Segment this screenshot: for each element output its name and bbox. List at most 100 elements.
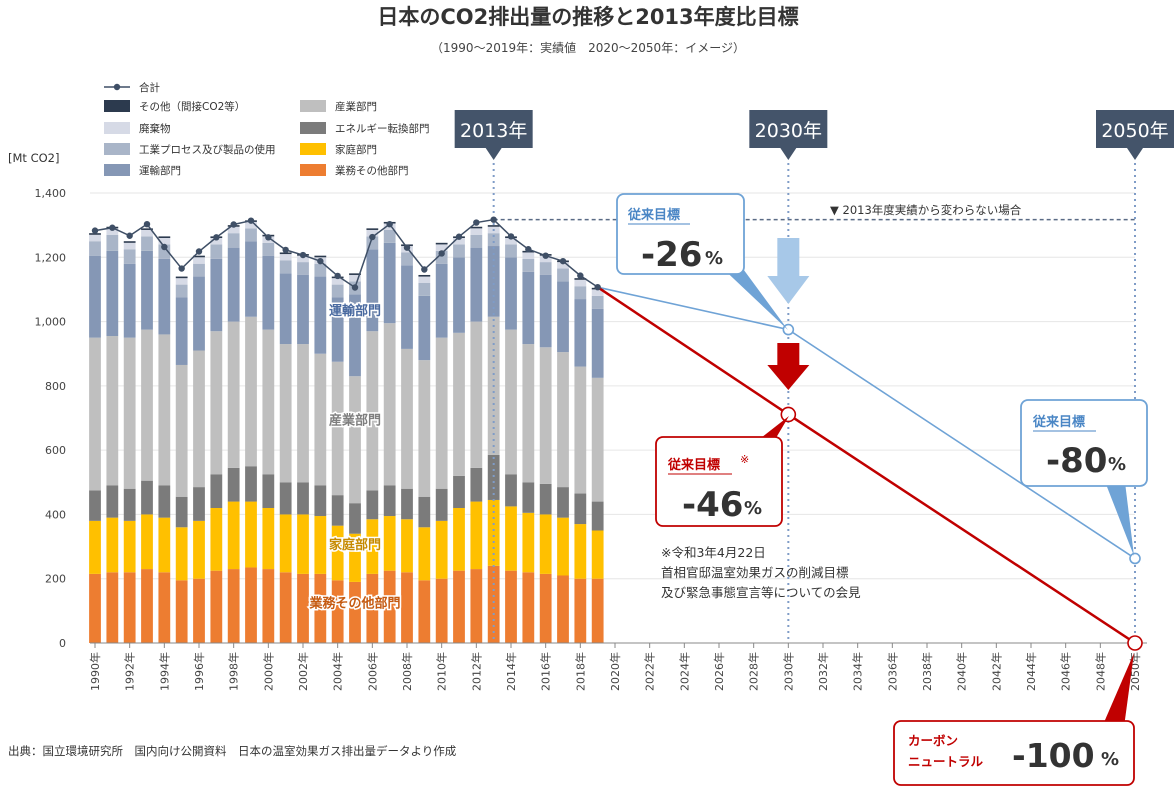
bar-segment <box>227 501 240 570</box>
bar-segment <box>193 350 205 488</box>
bar-segment <box>89 241 101 256</box>
bar-segment <box>591 295 604 309</box>
bar-segment <box>366 228 379 230</box>
bar-segment <box>591 530 604 579</box>
bar-segment <box>89 490 101 521</box>
bar-segment <box>401 252 413 266</box>
x-tick-label: 2038年 <box>920 652 934 691</box>
bar-segment <box>383 229 396 243</box>
bar-segment <box>175 580 188 643</box>
bar-segment <box>435 250 448 264</box>
bar-segment <box>401 572 413 643</box>
bar-segment <box>89 234 101 242</box>
bar-segment <box>539 483 552 515</box>
bar-segment <box>453 244 465 258</box>
legend-swatch <box>300 164 326 176</box>
bar-segment <box>193 578 205 643</box>
bar-segment <box>227 226 240 234</box>
bar-segment <box>210 244 223 259</box>
bar-segment <box>279 572 292 643</box>
callout-title: 従来目標 <box>1032 414 1085 430</box>
bar-segment <box>349 503 361 534</box>
bar-segment <box>557 268 569 282</box>
bar-segment <box>383 485 396 517</box>
bar-segment <box>435 244 448 251</box>
chart-title: 日本のCO2排出量の推移と2013年度比目標 <box>377 5 798 29</box>
bar-segment <box>470 501 483 570</box>
bar-segment <box>349 581 361 643</box>
y-tick-label: 0 <box>59 637 66 650</box>
bar-segment <box>591 308 604 378</box>
callout-tail <box>1102 474 1134 556</box>
bar-segment <box>141 514 153 570</box>
bar-segment <box>245 241 257 317</box>
x-tick-label: 2032年 <box>816 652 830 691</box>
bar-segment <box>314 353 327 486</box>
callout-pct: % <box>1101 749 1119 770</box>
bar-segment <box>158 236 171 238</box>
callout-tail <box>1102 653 1134 727</box>
bar-segment <box>349 274 361 282</box>
callout-title: 従来目標 <box>627 207 680 223</box>
bar-segment <box>141 250 153 330</box>
bar-segment <box>557 281 569 353</box>
y-tick-label: 600 <box>45 444 66 457</box>
stacked-bars <box>89 220 604 643</box>
bar-segment <box>487 225 500 227</box>
callout-value: -80 <box>1046 441 1107 481</box>
bar-segment <box>89 520 101 574</box>
bar-segment <box>470 226 483 229</box>
bar-segment <box>574 578 587 643</box>
y-axis: 0 200 400 600 800 1,000 1,200 1,400 <box>35 187 67 650</box>
x-tick-label: 1994年 <box>157 652 171 691</box>
bar-segment <box>505 474 517 507</box>
total-line-point <box>282 246 289 254</box>
bar-segment <box>245 221 257 229</box>
total-line <box>91 216 601 291</box>
bar-segment <box>279 514 292 573</box>
bar-segment <box>331 361 344 496</box>
chart-subtitle: （1990〜2019年：実績値 2020〜2050年：イメージ） <box>431 40 745 55</box>
bar-segment <box>297 255 309 263</box>
bar-segment <box>401 488 413 520</box>
callout-box <box>655 436 783 527</box>
bar-segment <box>453 508 465 571</box>
x-tick-label: 2042年 <box>989 652 1003 691</box>
bar-segment <box>158 258 171 335</box>
x-tick-label: 2004年 <box>331 652 345 691</box>
callout-value: -100 <box>1012 736 1095 775</box>
bar-segment <box>193 487 205 521</box>
total-line-point <box>143 220 151 228</box>
bar-segment <box>574 299 587 367</box>
bar-segment <box>123 337 136 489</box>
bar-segment <box>262 242 275 256</box>
bar-segment <box>418 580 431 643</box>
total-line-point <box>490 216 497 223</box>
down-arrow-red-icon <box>767 343 810 390</box>
bar-segment <box>175 496 188 528</box>
total-line-point <box>507 233 515 240</box>
bar-segment <box>366 573 379 643</box>
x-tick-label: 2048年 <box>1093 652 1107 691</box>
bar-segment <box>522 344 535 483</box>
bar-segment <box>557 352 569 488</box>
bar-segment <box>158 517 171 573</box>
x-tick-label: 1998年 <box>227 652 241 691</box>
y-tick-label: 1,200 <box>35 251 67 264</box>
bar-segment <box>574 278 587 280</box>
marker-box <box>749 110 828 160</box>
y-tick-label: 1,000 <box>35 316 67 329</box>
bar-segment <box>470 321 483 468</box>
legend-label: その他（間接CO2等） <box>139 100 245 113</box>
source-note: 出典：国立環境研究所 国内向け公開資料 日本の温室効果ガス排出量データより作成 <box>8 744 457 758</box>
bar-segment <box>158 334 171 486</box>
bar-segment <box>435 242 448 245</box>
bar-segment <box>591 377 604 502</box>
bar-segment <box>470 467 483 502</box>
bar-segment <box>487 565 500 643</box>
bar-segment <box>141 329 153 481</box>
y-unit-label: [Mt CO2] <box>8 151 59 165</box>
projection-point <box>780 406 797 423</box>
bar-segment <box>89 233 101 235</box>
